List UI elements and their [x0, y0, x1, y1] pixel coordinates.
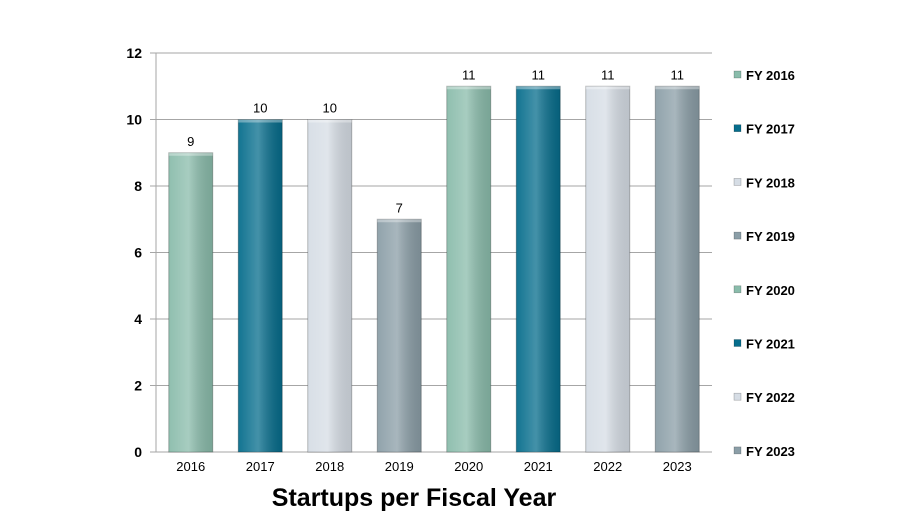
y-tick-label: 4: [134, 311, 142, 327]
data-label: 11: [462, 67, 476, 82]
legend-label: FY 2019: [746, 229, 795, 244]
x-tick-label: 2017: [246, 459, 275, 474]
legend-swatch: [733, 339, 742, 347]
bar-top-bevel: [585, 86, 630, 90]
chart-title: Startups per Fiscal Year: [271, 484, 557, 512]
legend-swatch: [733, 178, 742, 186]
x-tick-label: 2018: [315, 459, 344, 474]
axes: 0 2 4 6 8 10 12 2016 2017 2018 2019 2020 2021 2022 202…: [126, 45, 691, 474]
bar-shading: [307, 119, 352, 452]
y-tick-label: 10: [126, 112, 142, 128]
bar-top-bevel: [377, 219, 422, 223]
x-tick-label: 2016: [176, 459, 205, 474]
data-label: 9: [187, 134, 194, 149]
x-tick-label: 2020: [454, 459, 483, 474]
legend-swatch: [733, 70, 742, 79]
data-label: 11: [671, 67, 685, 82]
data-label: 11: [532, 67, 546, 82]
y-tick-label: 6: [134, 245, 142, 261]
bar-shading: [377, 219, 422, 452]
legend-swatch: [733, 392, 742, 401]
legend-label: FY 2021: [746, 337, 795, 352]
legend-swatch: [733, 124, 742, 132]
data-label: 7: [396, 200, 403, 215]
y-tick-label: 8: [134, 178, 142, 194]
legend-label: FY 2023: [746, 444, 795, 459]
legend: FY 2016 FY 2017 FY 2018 FY 2019 FY 2020 FY 20…: [733, 68, 795, 459]
legend-label: FY 2017: [746, 122, 795, 137]
legend-swatch: [733, 231, 742, 240]
bar-shading: [168, 152, 213, 452]
y-tick-label: 0: [134, 444, 142, 460]
data-label: 11: [601, 67, 615, 82]
bar-top-bevel: [446, 86, 491, 90]
bar-shading: [585, 86, 630, 452]
legend-label: FY 2022: [746, 390, 795, 405]
bar-top-bevel: [238, 119, 283, 123]
data-label: 10: [253, 101, 267, 116]
legend-label: FY 2016: [746, 68, 795, 83]
bar-shading: [238, 119, 283, 452]
legend-swatch: [733, 285, 742, 294]
y-tick-label: 2: [134, 378, 142, 394]
x-tick-label: 2022: [593, 459, 622, 474]
bar-shading: [446, 86, 491, 452]
legend-label: FY 2020: [746, 283, 795, 298]
y-tick-label: 12: [126, 45, 142, 61]
x-tick-label: 2023: [663, 459, 692, 474]
x-tick-label: 2021: [524, 459, 553, 474]
bar-shading: [655, 86, 700, 452]
bar-top-bevel: [516, 86, 561, 90]
legend-swatch: [733, 446, 742, 455]
bar-top-bevel: [307, 119, 352, 123]
data-labels: 9 10 10 7 11 11 11 11: [187, 67, 684, 215]
bar-top-bevel: [655, 86, 700, 90]
legend-label: FY 2018: [746, 175, 795, 190]
bars: [168, 85, 700, 453]
bar-top-bevel: [168, 152, 213, 156]
bar-shading: [516, 86, 561, 452]
data-label: 10: [323, 101, 337, 116]
x-tick-label: 2019: [385, 459, 414, 474]
